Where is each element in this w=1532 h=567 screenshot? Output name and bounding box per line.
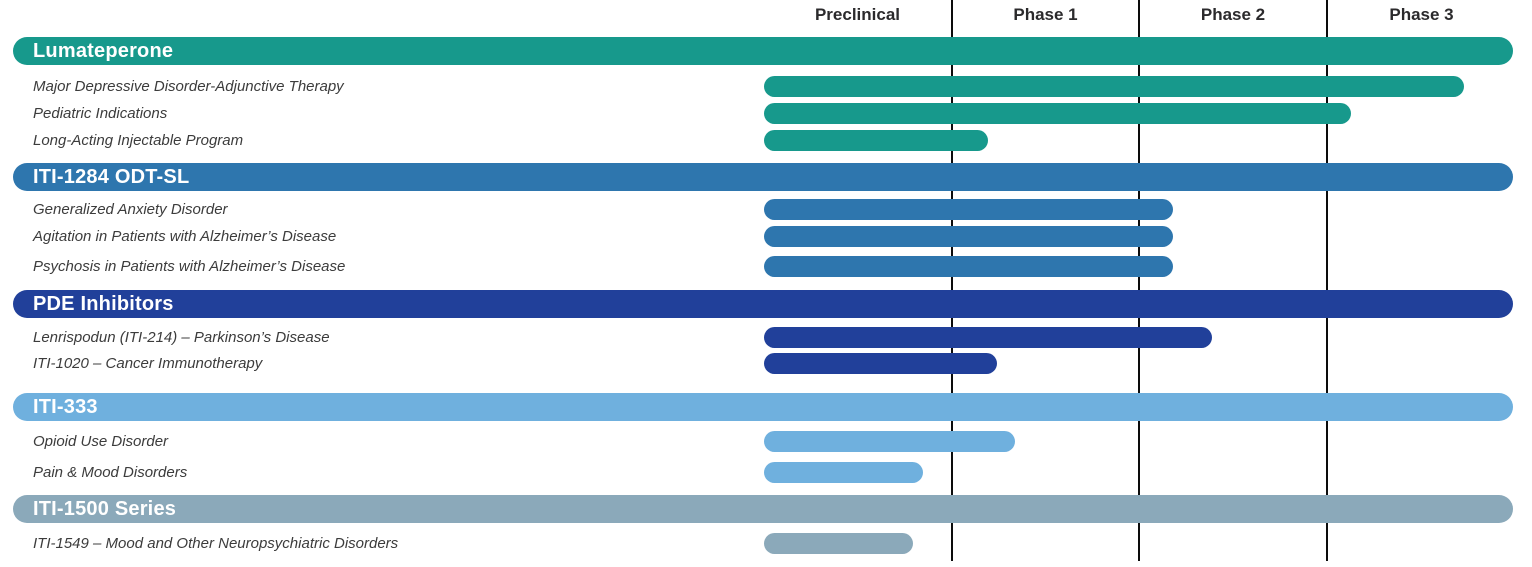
section-band-pde-inhibitors: PDE Inhibitors <box>13 290 1513 318</box>
phase-separator-line <box>1138 0 1140 561</box>
program-label: Lenrispodun (ITI-214) – Parkinson’s Dise… <box>33 329 330 346</box>
section-title: PDE Inhibitors <box>33 292 174 315</box>
program-bar <box>764 462 923 483</box>
section-band-iti-1500-series: ITI-1500 Series <box>13 495 1513 523</box>
program-label: Long-Acting Injectable Program <box>33 132 244 149</box>
program-bar <box>764 533 913 554</box>
program-label: Psychosis in Patients with Alzheimer’s D… <box>33 258 346 275</box>
program-label: Generalized Anxiety Disorder <box>33 201 228 218</box>
program-bar <box>764 76 1464 97</box>
program-bar <box>764 103 1351 124</box>
program-label: Opioid Use Disorder <box>33 433 169 450</box>
program-label: ITI-1549 – Mood and Other Neuropsychiatr… <box>33 535 399 552</box>
program-bar <box>764 226 1173 247</box>
section-title: ITI-1284 ODT-SL <box>33 165 190 188</box>
section-title: Lumateperone <box>33 39 174 62</box>
program-bar <box>764 199 1173 220</box>
phase-header-preclinical: Preclinical <box>814 5 901 24</box>
program-bar <box>764 130 988 151</box>
program-label: Major Depressive Disorder-Adjunctive The… <box>33 78 344 95</box>
section-band-iti-1284-odt-sl: ITI-1284 ODT-SL <box>13 163 1513 191</box>
phase-header-phase-3: Phase 3 <box>1389 5 1454 24</box>
program-label: ITI-1020 – Cancer Immunotherapy <box>33 355 263 372</box>
program-bar <box>764 431 1015 452</box>
section-title: ITI-333 <box>33 395 98 418</box>
program-bar <box>764 327 1212 348</box>
phase-separator-line <box>1326 0 1328 561</box>
program-bar <box>764 256 1173 277</box>
phase-separator-line <box>951 0 953 561</box>
section-band-lumateperone: Lumateperone <box>13 37 1513 65</box>
program-label: Pediatric Indications <box>33 105 168 122</box>
program-label: Pain & Mood Disorders <box>33 464 188 481</box>
phase-header-phase-1: Phase 1 <box>1013 5 1078 24</box>
section-band-iti-333: ITI-333 <box>13 393 1513 421</box>
phase-header-phase-2: Phase 2 <box>1200 5 1266 24</box>
program-bar <box>764 353 997 374</box>
program-label: Agitation in Patients with Alzheimer’s D… <box>33 228 337 245</box>
section-title: ITI-1500 Series <box>33 497 177 520</box>
